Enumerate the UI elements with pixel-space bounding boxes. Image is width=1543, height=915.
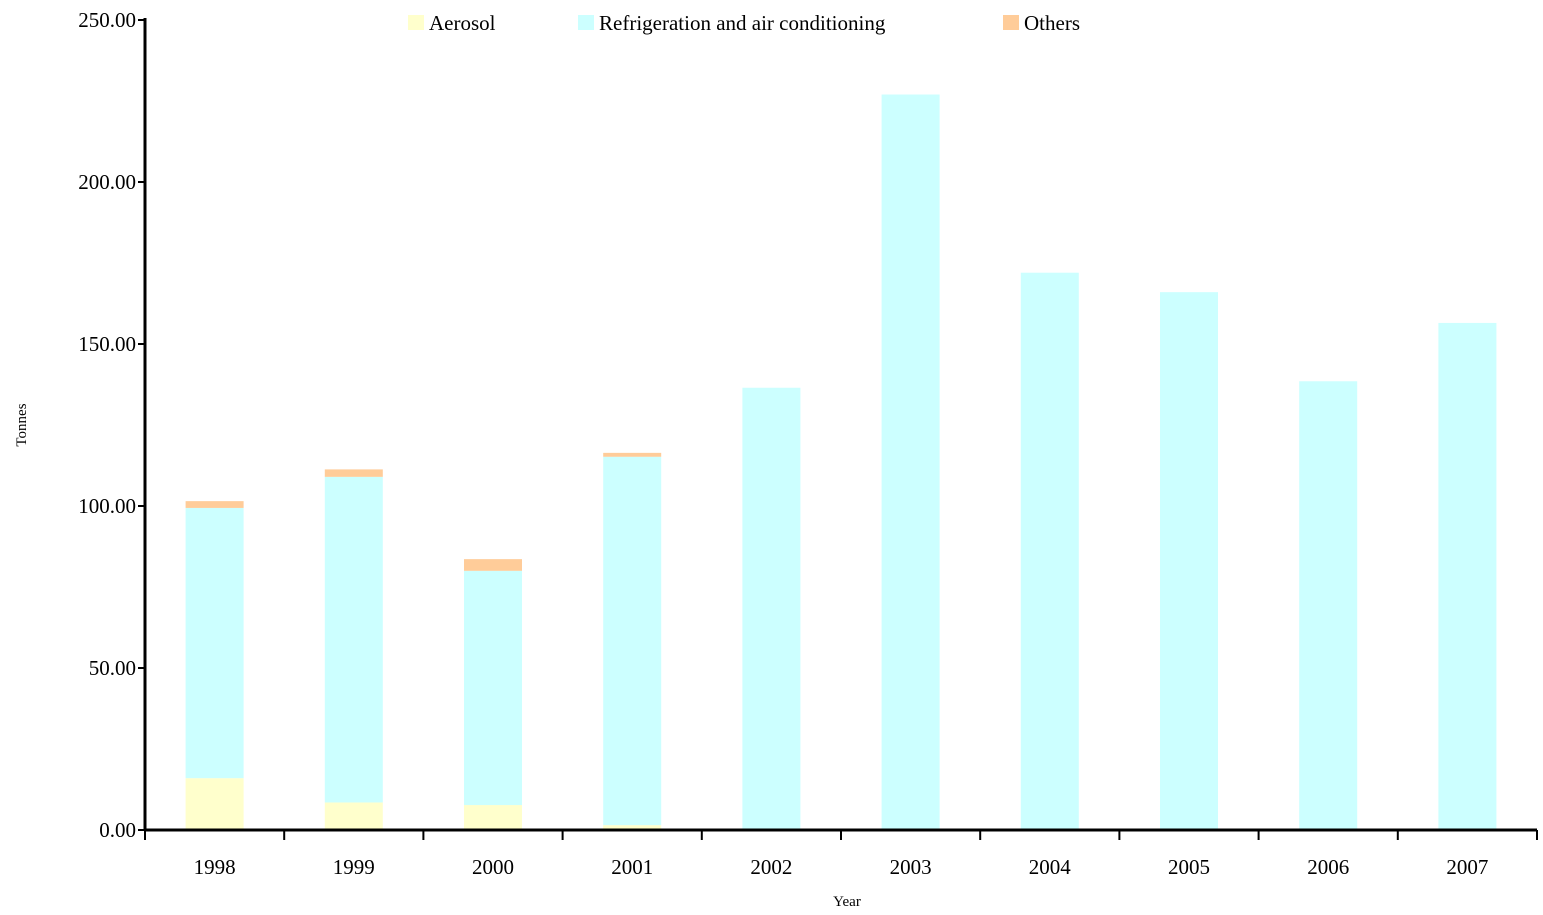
bar-2004-series-1	[1020, 272, 1079, 831]
legend-label-1: Refrigeration and air conditioning	[599, 11, 886, 35]
bar-1998-series-1	[185, 507, 244, 779]
bar-2001-series-1	[603, 456, 662, 826]
x-tick-label: 2003	[890, 855, 932, 879]
x-tick-label: 1998	[194, 855, 236, 879]
x-tick-label: 2007	[1446, 855, 1488, 879]
y-tick-label: 50.00	[89, 656, 136, 680]
x-tick-label: 2006	[1307, 855, 1349, 879]
bar-2002-series-1	[742, 387, 801, 830]
bar-2000-series-0	[464, 805, 522, 830]
bar-2001-series-0	[603, 825, 662, 830]
x-tick-label: 2001	[611, 855, 653, 879]
chart-legend: Aerosol Refrigeration and air conditionin…	[408, 11, 1080, 35]
legend-swatch-2	[1003, 15, 1019, 30]
bar-2000-series-2	[464, 559, 522, 571]
x-tick-label: 2000	[472, 855, 514, 879]
axes-layer	[138, 18, 1538, 840]
y-tick-label: 0.00	[99, 818, 136, 842]
x-tick-label: 2004	[1029, 855, 1072, 879]
bar-1999-series-1	[324, 476, 383, 803]
y-tick-label: 100.00	[78, 494, 136, 518]
y-axis-title: Tonnes	[14, 403, 30, 446]
bar-1999-series-2	[324, 469, 383, 477]
bar-2001-series-2	[603, 452, 662, 457]
bar-2003-series-1	[881, 94, 940, 830]
x-tick-label: 2005	[1168, 855, 1210, 879]
x-tick-label: 2002	[750, 855, 792, 879]
legend-label-0: Aerosol	[429, 11, 496, 35]
bar-1998-series-2	[185, 501, 244, 508]
bar-2006-series-1	[1299, 381, 1358, 830]
x-tick-label: 1999	[333, 855, 375, 879]
bar-2005-series-1	[1160, 292, 1218, 830]
x-tick-labels: 1998 1999 2000 2001 2002 2003 2004 2005 2006 2007	[194, 855, 1489, 879]
x-axis-title: Year	[833, 894, 861, 910]
bar-2000-series-1	[464, 570, 522, 806]
bar-1998-series-0	[185, 778, 244, 830]
y-tick-label: 150.00	[78, 332, 136, 356]
bar-1999-series-0	[324, 802, 383, 830]
legend-swatch-0	[408, 15, 424, 30]
y-tick-label: 250.00	[78, 8, 136, 32]
y-tick-labels: 0.00 50.00 100.00 150.00 200.00 250.00	[78, 8, 136, 842]
y-tick-label: 200.00	[78, 170, 136, 194]
legend-swatch-1	[578, 15, 594, 30]
legend-label-2: Others	[1024, 11, 1080, 35]
bars-layer	[185, 94, 1497, 831]
bar-2007-series-1	[1438, 322, 1497, 830]
